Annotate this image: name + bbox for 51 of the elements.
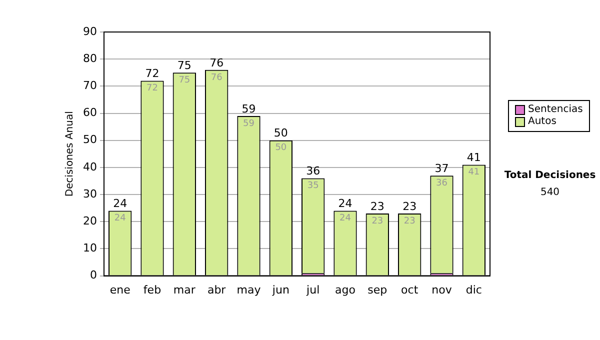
total-label: 24	[338, 197, 352, 210]
y-tick-label: 90	[82, 24, 97, 38]
y-tick-label: 10	[82, 242, 97, 255]
y-tick-label: 0	[90, 268, 97, 282]
x-tick-label: abr	[207, 283, 226, 296]
data-label: 59	[243, 118, 255, 129]
x-tick-label: dic	[466, 283, 482, 296]
y-tick-label: 80	[82, 52, 97, 65]
legend-label: Autos	[527, 116, 558, 128]
y-tick-label: 60	[82, 106, 97, 120]
total-label: 23	[370, 200, 384, 213]
total-label: 23	[402, 200, 417, 213]
total-label: 41	[466, 151, 481, 164]
y-tick-label: 30	[82, 187, 97, 200]
x-tick-label: jul	[306, 283, 320, 296]
data-label: 76	[210, 72, 223, 83]
y-tick-label: 50	[82, 133, 97, 146]
total-label: 59	[242, 102, 256, 116]
total-label: 37	[434, 162, 449, 175]
data-label: 41	[468, 168, 480, 178]
data-label: 35	[307, 181, 319, 192]
total-label: 36	[306, 164, 320, 178]
x-tick-label: may	[236, 283, 262, 296]
data-label: 72	[146, 84, 158, 94]
y-tick-label: 20	[82, 214, 97, 228]
data-label: 36	[436, 178, 448, 188]
data-label: 24	[340, 214, 352, 224]
x-tick-label: mar	[173, 283, 196, 296]
x-tick-label: sep	[368, 283, 388, 296]
data-label: 50	[275, 143, 287, 154]
text: 540	[539, 187, 561, 198]
y-axis-title: Decisiones Anual	[64, 111, 76, 197]
total-label: 75	[177, 58, 192, 72]
data-label: 75	[178, 75, 190, 86]
data-label: 23	[372, 216, 384, 226]
data-label: 24	[114, 214, 126, 224]
y-tick-label: 70	[82, 79, 97, 92]
x-tick-label: feb	[143, 283, 162, 296]
x-tick-label: oct	[401, 283, 419, 296]
text: Total Decisiones	[503, 170, 597, 181]
x-tick-label: ago	[335, 283, 356, 296]
x-tick-label: nov	[432, 283, 452, 296]
total-label: 76	[210, 56, 224, 70]
x-tick-label: jun	[271, 283, 290, 296]
data-label: 23	[404, 216, 416, 226]
legend-label: Sentencias	[527, 104, 583, 116]
x-tick-label: ene	[110, 283, 131, 296]
total-label: 72	[145, 67, 160, 80]
total-label: 50	[274, 126, 288, 140]
y-tick-label: 40	[82, 160, 97, 174]
total-label: 24	[113, 197, 128, 210]
